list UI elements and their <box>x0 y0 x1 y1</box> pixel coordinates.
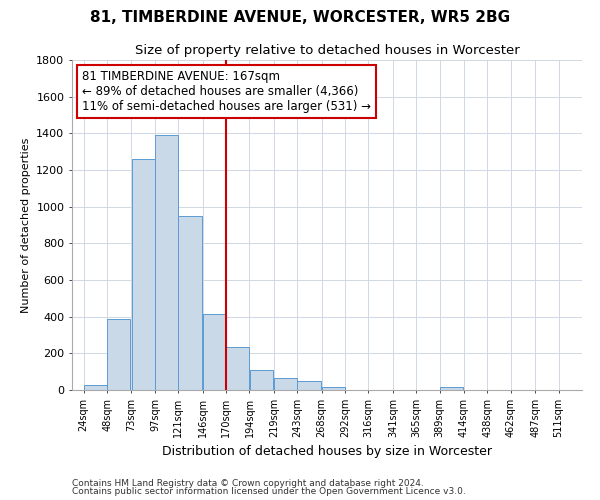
Bar <box>322 387 345 390</box>
Bar <box>131 159 155 390</box>
X-axis label: Distribution of detached houses by size in Worcester: Distribution of detached houses by size … <box>162 446 492 458</box>
Title: Size of property relative to detached houses in Worcester: Size of property relative to detached ho… <box>134 44 520 58</box>
Bar <box>298 381 320 390</box>
Text: Contains public sector information licensed under the Open Government Licence v3: Contains public sector information licen… <box>72 487 466 496</box>
Bar <box>226 347 250 390</box>
Bar <box>155 135 178 390</box>
Bar <box>274 378 297 390</box>
Bar <box>107 318 130 390</box>
Bar <box>250 370 273 390</box>
Y-axis label: Number of detached properties: Number of detached properties <box>20 138 31 312</box>
Bar <box>178 216 202 390</box>
Bar <box>440 387 463 390</box>
Text: 81 TIMBERDINE AVENUE: 167sqm
← 89% of detached houses are smaller (4,366)
11% of: 81 TIMBERDINE AVENUE: 167sqm ← 89% of de… <box>82 70 371 113</box>
Bar <box>203 314 226 390</box>
Text: Contains HM Land Registry data © Crown copyright and database right 2024.: Contains HM Land Registry data © Crown c… <box>72 478 424 488</box>
Bar <box>84 386 107 390</box>
Text: 81, TIMBERDINE AVENUE, WORCESTER, WR5 2BG: 81, TIMBERDINE AVENUE, WORCESTER, WR5 2B… <box>90 10 510 25</box>
